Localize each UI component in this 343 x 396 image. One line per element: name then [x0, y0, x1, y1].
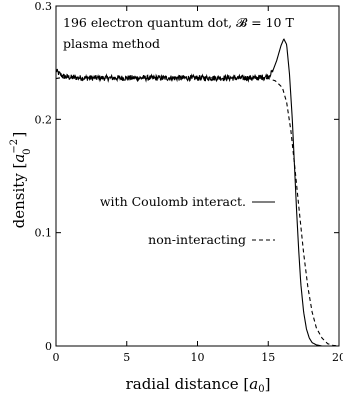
y-tick-label: 0.1: [35, 227, 53, 240]
x-tick-label: 0: [53, 351, 60, 364]
ticks: 0 5 10 15 20 0 0.1 0.2 0.3: [35, 0, 343, 364]
x-tick-label: 5: [123, 351, 130, 364]
x-tick-label: 15: [261, 351, 275, 364]
annotation-title: 196 electron quantum dot, 𝓑 = 10 T: [63, 15, 294, 30]
x-tick-label: 20: [332, 351, 343, 364]
series-layer: [55, 38, 340, 347]
axes: [55, 5, 340, 347]
y-tick-label: 0.2: [35, 113, 53, 126]
plot-frame: [55, 5, 340, 347]
y-tick-label: 0.3: [35, 0, 53, 13]
legend-label-coulomb: with Coulomb interact.: [100, 194, 246, 209]
y-axis-label: density [a−2 0]: [9, 132, 33, 229]
x-axis-label: radial distance [a0]: [126, 375, 271, 395]
x-tick-label: 10: [191, 351, 205, 364]
series-line-non-interacting: [55, 77, 340, 347]
series-line-coulomb: [55, 38, 339, 347]
labels: 196 electron quantum dot, 𝓑 = 10 T plasm…: [9, 15, 294, 395]
legend-label-non-interacting: non-interacting: [148, 232, 246, 247]
y-tick-label: 0: [45, 340, 52, 353]
legend-lines: [252, 201, 275, 241]
annotation-method: plasma method: [63, 36, 160, 51]
